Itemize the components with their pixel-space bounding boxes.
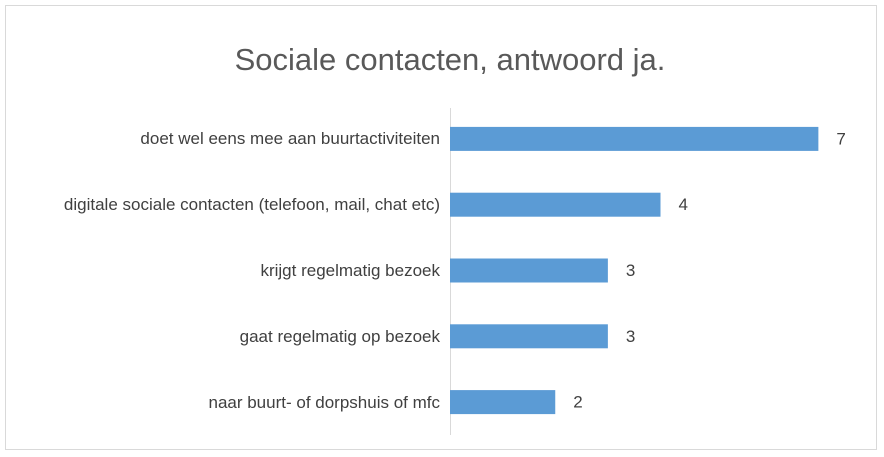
- bar: [450, 192, 661, 217]
- category-text: doet wel eens mee aan buurtactiviteiten: [140, 129, 440, 149]
- bar: [450, 324, 608, 349]
- bar: [450, 390, 556, 415]
- value-label: 3: [626, 261, 635, 280]
- value-label: 4: [679, 195, 688, 214]
- category-text: naar buurt- of dorpshuis of mfc: [208, 392, 440, 412]
- category-label: krijgt regelmatig bezoek: [10, 241, 440, 301]
- bar: [450, 258, 608, 283]
- category-label: digitale sociale contacten (telefoon, ma…: [10, 175, 440, 235]
- category-label: naar buurt- of dorpshuis of mfc: [10, 372, 440, 432]
- category-text: digitale sociale contacten (telefoon, ma…: [63, 195, 440, 215]
- category-label: doet wel eens mee aan buurtactiviteiten: [10, 109, 440, 169]
- category-text: krijgt regelmatig bezoek: [260, 261, 440, 280]
- chart-title: Sociale contacten, antwoord ja.: [235, 42, 666, 77]
- value-label: 7: [836, 129, 845, 148]
- category-text: gaat regelmatig op bezoek: [239, 326, 440, 346]
- value-label: 3: [626, 327, 635, 346]
- bar: [450, 126, 819, 151]
- chart-frame: [5, 5, 877, 450]
- value-label: 2: [573, 393, 582, 412]
- category-label: gaat regelmatig op bezoek: [10, 306, 440, 366]
